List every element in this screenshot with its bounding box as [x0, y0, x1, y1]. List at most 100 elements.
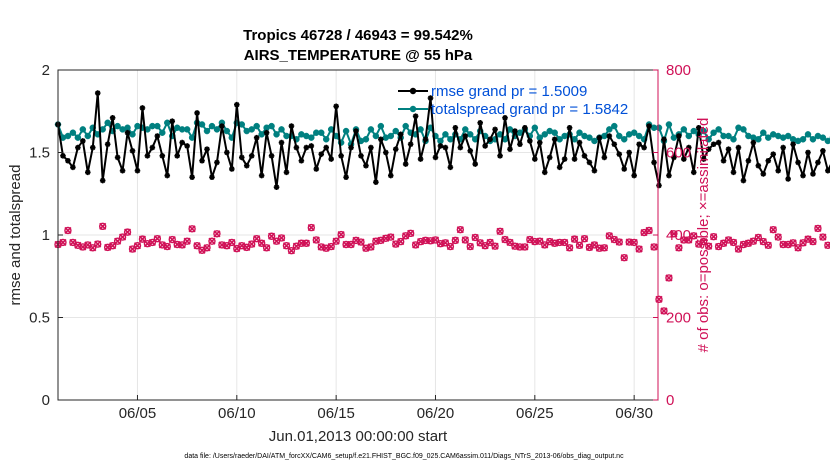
obs-possible-point	[814, 224, 822, 233]
obs-possible-point	[193, 242, 201, 250]
obs-assimilated-point	[89, 244, 97, 252]
legend-spread-marker	[409, 105, 417, 113]
obs-assimilated-point	[804, 235, 812, 243]
obs-possible-point	[436, 239, 445, 248]
spread-point	[253, 122, 260, 130]
obs-assimilated-point	[233, 245, 241, 253]
spread-point	[804, 131, 812, 138]
obs-assimilated-point	[238, 242, 246, 250]
obs-assimilated-point	[163, 242, 171, 251]
rmse-point	[80, 138, 86, 144]
obs-possible-point	[620, 253, 628, 262]
rmse-point	[690, 169, 697, 176]
obs-possible-point	[272, 237, 281, 245]
obs-assimilated-point	[715, 242, 723, 251]
rmse-point	[114, 154, 121, 161]
rmse-point	[407, 141, 414, 148]
obs-assimilated-point	[307, 224, 315, 232]
spread-point	[715, 126, 722, 133]
rmse-point	[467, 148, 474, 154]
obs-possible-point	[779, 240, 787, 249]
y-right-tick-label: 0	[666, 392, 674, 409]
rmse-point	[606, 133, 613, 139]
rmse-point	[89, 144, 96, 151]
obs-possible-point	[456, 225, 465, 234]
obs-possible-point	[486, 238, 494, 247]
rmse-point	[556, 164, 563, 171]
obs-possible-point	[446, 242, 455, 251]
rmse-point	[378, 136, 384, 143]
rmse-point	[571, 156, 578, 162]
spread-point	[601, 132, 608, 140]
obs-possible-point	[704, 242, 713, 250]
obs-assimilated-point	[536, 237, 544, 245]
obs-assimilated-point	[143, 240, 151, 248]
obs-possible-point	[133, 242, 142, 250]
obs-assimilated-point	[158, 241, 166, 249]
obs-possible-point	[312, 236, 320, 244]
obs-assimilated-point	[491, 242, 499, 250]
obs-possible-point	[536, 237, 544, 245]
rmse-point	[144, 153, 151, 159]
spread-point	[551, 129, 558, 136]
spread-point	[784, 132, 792, 140]
y-right-tick-label: 200	[666, 310, 691, 327]
x-tick-label: 06/20	[417, 405, 455, 422]
obs-assimilated-point	[277, 234, 286, 242]
obs-possible-point	[685, 236, 693, 244]
obs-assimilated-point	[660, 307, 668, 315]
spread-point	[755, 136, 762, 143]
rmse-point	[323, 144, 330, 151]
rmse-point	[760, 171, 767, 177]
spread-point	[84, 132, 92, 140]
obs-possible-point	[223, 242, 231, 250]
rmse-point	[482, 143, 488, 149]
obs-possible-point	[441, 239, 450, 247]
obs-possible-point	[426, 237, 435, 245]
rmse-point	[502, 115, 508, 121]
rmse-point	[611, 141, 618, 148]
rmse-point	[452, 124, 459, 131]
obs-assimilated-point	[228, 238, 236, 246]
y-left-tick-label: 0.5	[29, 310, 50, 327]
obs-possible-point	[565, 244, 574, 252]
obs-assimilated-point	[744, 239, 752, 247]
rmse-point	[298, 157, 305, 164]
obs-possible-point	[113, 237, 122, 245]
obs-possible-point	[824, 241, 830, 250]
rmse-point	[174, 153, 181, 159]
obs-assimilated-point	[650, 243, 658, 251]
obs-assimilated-point	[188, 225, 196, 233]
rmse-point	[685, 144, 692, 151]
obs-possible-point	[218, 241, 226, 249]
obs-possible-point	[496, 227, 504, 235]
obs-assimilated-point	[94, 240, 102, 248]
chart-title-line2: AIRS_TEMPERATURE @ 55 hPa	[244, 47, 473, 64]
obs-possible-point	[714, 242, 723, 251]
obs-possible-point	[183, 237, 191, 245]
rmse-point	[184, 143, 190, 149]
spread-point	[69, 129, 77, 136]
spread-point	[164, 119, 171, 127]
rmse-point	[532, 156, 538, 162]
rmse-point	[561, 156, 568, 162]
rmse-point	[522, 124, 528, 131]
obs-possible-point	[764, 241, 772, 250]
spread-point	[154, 122, 161, 130]
rmse-point	[676, 133, 682, 139]
rmse-points	[55, 90, 830, 190]
obs-possible-point	[168, 235, 176, 244]
obs-possible-point	[337, 230, 345, 239]
rmse-point	[576, 139, 583, 146]
rmse-point	[303, 144, 310, 151]
rmse-point	[234, 101, 240, 108]
rmse-point	[258, 172, 265, 179]
spread-point	[273, 131, 280, 138]
rmse-point	[447, 164, 454, 171]
rmse-point	[705, 146, 712, 152]
obs-assimilated-point	[461, 236, 469, 244]
rmse-point	[457, 144, 464, 151]
spread-point	[248, 126, 255, 133]
obs-assimilated-point	[377, 236, 385, 244]
